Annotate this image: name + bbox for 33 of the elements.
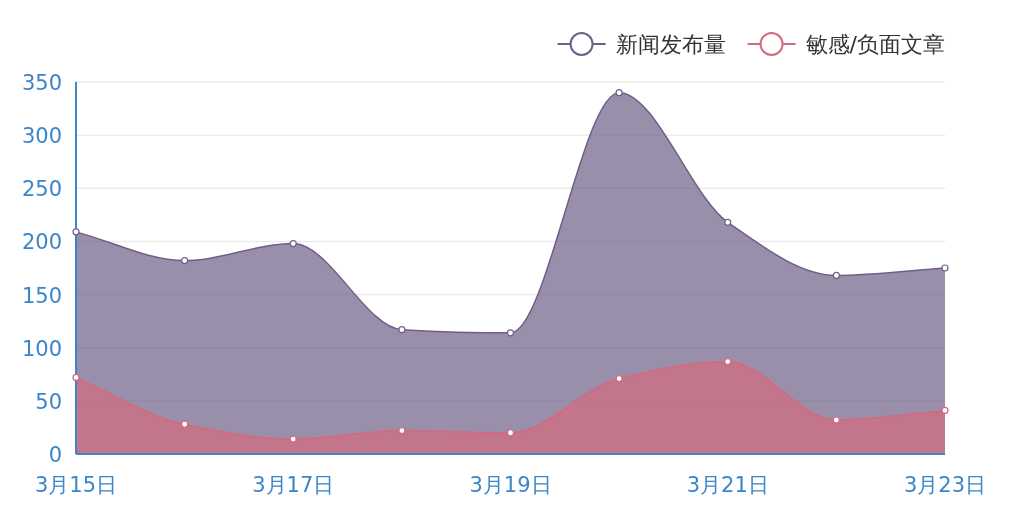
x-tick-label: 3月15日	[34, 473, 118, 497]
point	[941, 406, 949, 415]
y-tick-label: 300	[21, 124, 62, 149]
point	[941, 264, 949, 272]
point	[506, 429, 515, 437]
point	[289, 239, 297, 248]
y-tick-label: 50	[35, 389, 62, 414]
point	[181, 420, 189, 428]
y-tick-label: 200	[21, 230, 62, 255]
point	[832, 271, 840, 280]
legend-label: 新闻发布量	[615, 32, 726, 57]
point	[72, 228, 80, 236]
point	[724, 357, 732, 366]
point	[181, 256, 189, 265]
y-tick-label: 150	[21, 283, 62, 308]
x-tick-label: 3月17日	[252, 473, 335, 497]
y-tick-label: 250	[21, 177, 62, 202]
point	[724, 218, 732, 226]
point	[615, 89, 623, 97]
point	[72, 373, 80, 382]
y-tick-label: 0	[48, 443, 62, 467]
y-tick-label: 100	[21, 336, 62, 361]
point	[615, 374, 623, 383]
point	[289, 435, 297, 443]
point	[832, 416, 840, 424]
point	[398, 427, 406, 435]
point	[398, 326, 406, 334]
x-tick-label: 3月19日	[469, 473, 552, 497]
legend-label: 敏感/负面文章	[805, 32, 945, 57]
x-tick-label: 3月21日	[686, 473, 769, 497]
x-tick-label: 3月23日	[903, 473, 987, 497]
y-tick-label: 350	[21, 71, 62, 95]
point	[506, 329, 515, 337]
